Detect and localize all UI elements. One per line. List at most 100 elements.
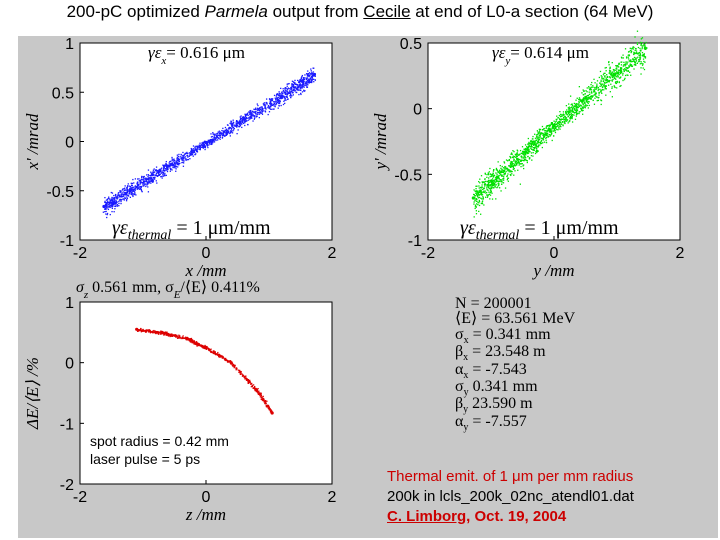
x-data-point <box>189 153 191 155</box>
y-data-point <box>573 114 575 116</box>
y-data-point <box>507 160 509 162</box>
y-data-point <box>477 192 480 194</box>
x-data-point <box>190 147 192 150</box>
x-data-point <box>303 90 305 92</box>
y-data-point <box>601 78 604 80</box>
y-data-point <box>478 194 480 196</box>
x-data-point <box>142 183 144 186</box>
x-data-point <box>303 86 305 88</box>
x-data-point <box>301 85 303 88</box>
x-data-point <box>218 130 220 132</box>
thermal-emit-note: Thermal emit. of 1 μm per mm radius <box>387 467 634 487</box>
y-data-point <box>616 80 619 83</box>
x-data-point <box>109 202 111 204</box>
z-data-point <box>163 334 165 336</box>
z-data-point <box>251 384 254 387</box>
x-data-point <box>229 127 231 129</box>
y-data-point <box>538 138 541 141</box>
y-data-point <box>598 92 600 94</box>
x-data-point <box>264 110 267 112</box>
x-data-point <box>120 190 122 192</box>
x-data-point <box>250 117 252 119</box>
x-data-point <box>164 172 166 175</box>
y-data-point <box>619 77 621 79</box>
y-data-point <box>587 98 589 101</box>
y-data-point <box>534 152 537 155</box>
y-data-point <box>514 170 516 172</box>
x-data-point <box>261 110 264 112</box>
y-data-point <box>483 187 486 189</box>
y-data-point <box>495 181 497 183</box>
z-key-point <box>229 361 233 365</box>
y-data-point <box>496 180 498 182</box>
x-data-point <box>116 205 119 207</box>
y-data-point <box>527 152 530 154</box>
y-data-point <box>562 111 565 113</box>
stat-label: ⟨E⟩ <box>455 310 478 328</box>
y-data-point <box>539 132 542 134</box>
y-data-point <box>515 156 517 158</box>
x-data-point <box>253 111 255 114</box>
x-data-point <box>308 81 310 83</box>
y-data-point <box>568 110 570 113</box>
y-data-point <box>492 172 494 174</box>
x-data-point <box>111 202 113 205</box>
y-data-point <box>484 172 486 174</box>
title-prefix: 200-pC optimized <box>66 2 205 21</box>
y-data-point <box>482 181 484 184</box>
x-data-point <box>263 110 265 112</box>
x-data-point <box>151 172 153 174</box>
x-data-point <box>251 115 253 117</box>
x-data-point <box>147 174 149 176</box>
y-data-point <box>567 115 569 117</box>
x-data-point <box>149 178 152 180</box>
x-data-point <box>250 112 253 114</box>
x-data-point <box>112 201 114 203</box>
x-data-point <box>311 78 314 80</box>
z-key-point <box>135 327 139 331</box>
x-data-point <box>104 196 106 199</box>
y-data-point <box>635 57 637 59</box>
z-data-point <box>262 395 264 398</box>
x-data-point <box>208 141 211 144</box>
y-data-point <box>608 81 610 83</box>
y-data-point <box>512 155 514 157</box>
x-data-point <box>230 120 232 122</box>
x-data-point <box>122 198 124 200</box>
x-data-point <box>298 85 300 87</box>
y-data-point <box>608 61 610 63</box>
x-data-point <box>172 164 174 167</box>
y-data-point <box>531 159 533 161</box>
y-data-point <box>582 97 585 100</box>
x-data-point <box>296 79 299 82</box>
y-data-point <box>473 189 475 191</box>
x-data-point <box>109 204 111 206</box>
y-data-point <box>538 136 540 138</box>
x-data-point <box>250 109 252 112</box>
x-data-point <box>133 190 135 192</box>
x-data-point <box>249 111 251 113</box>
z-data-point <box>163 332 165 334</box>
y-data-point <box>548 125 550 127</box>
y-data-point <box>485 187 488 189</box>
z-data-point <box>204 344 206 347</box>
y-data-point <box>630 61 633 63</box>
y-data-point <box>534 144 537 146</box>
x-data-point <box>292 89 295 92</box>
x-data-point <box>212 131 214 134</box>
x-data-point <box>172 160 175 162</box>
y-data-point <box>611 74 613 77</box>
z-data-point <box>212 350 215 352</box>
x-data-point <box>112 202 114 205</box>
z-data-point <box>270 409 272 411</box>
y-data-point <box>578 99 580 101</box>
x-data-point <box>265 108 267 110</box>
y-data-point <box>490 185 492 187</box>
x-data-point <box>214 133 216 135</box>
y-data-point <box>514 165 517 167</box>
y-data-point <box>625 64 627 66</box>
y-data-point <box>489 192 492 194</box>
y-data-point <box>593 78 595 80</box>
y-data-point <box>516 153 518 155</box>
y-data-point <box>578 111 580 113</box>
